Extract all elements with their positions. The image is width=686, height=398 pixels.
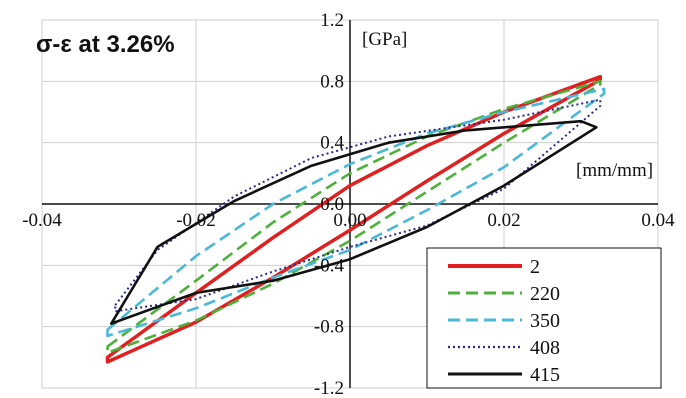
x-tick-label: 0.00 — [333, 210, 366, 231]
y-tick-label: 0.0 — [320, 194, 344, 215]
y-axis-unit-label: [GPa] — [362, 29, 407, 50]
legend-label-2: 2 — [530, 256, 540, 278]
y-tick-label: -0.8 — [314, 317, 344, 338]
x-tick-label: 0.04 — [641, 210, 675, 231]
y-tick-label: 1.2 — [320, 10, 344, 31]
legend-label-220: 220 — [530, 283, 560, 305]
x-tick-label: -0.02 — [176, 210, 216, 231]
legend-items: 2 220 350 408 415 — [448, 256, 560, 386]
tick-labels: -0.04 -0.02 0.00 0.02 0.04 1.2 0.8 0.4 0.0 -0.4 -0… — [22, 10, 675, 398]
y-tick-label: -0.4 — [314, 255, 345, 276]
legend-label-350: 350 — [530, 310, 560, 332]
y-tick-label: 0.8 — [320, 71, 344, 92]
legend-label-415: 415 — [530, 364, 560, 386]
series-line-350 — [106, 87, 606, 338]
y-tick-label: 0.4 — [320, 133, 344, 154]
x-axis-unit-label: [mm/mm] — [576, 160, 653, 181]
series-lines — [105, 74, 606, 364]
y-tick-label: -1.2 — [314, 378, 344, 398]
series-line-415 — [110, 119, 598, 325]
legend: 2 220 350 408 415 — [426, 247, 662, 389]
x-tick-label: 0.02 — [487, 210, 520, 231]
legend-box — [426, 247, 662, 389]
chart-title: σ-ε at 3.26% — [36, 31, 175, 58]
series-line-220 — [106, 80, 602, 354]
axes — [42, 20, 658, 388]
x-tick-label: -0.04 — [22, 210, 62, 231]
legend-label-408: 408 — [530, 337, 560, 359]
series-line-408 — [114, 98, 602, 313]
